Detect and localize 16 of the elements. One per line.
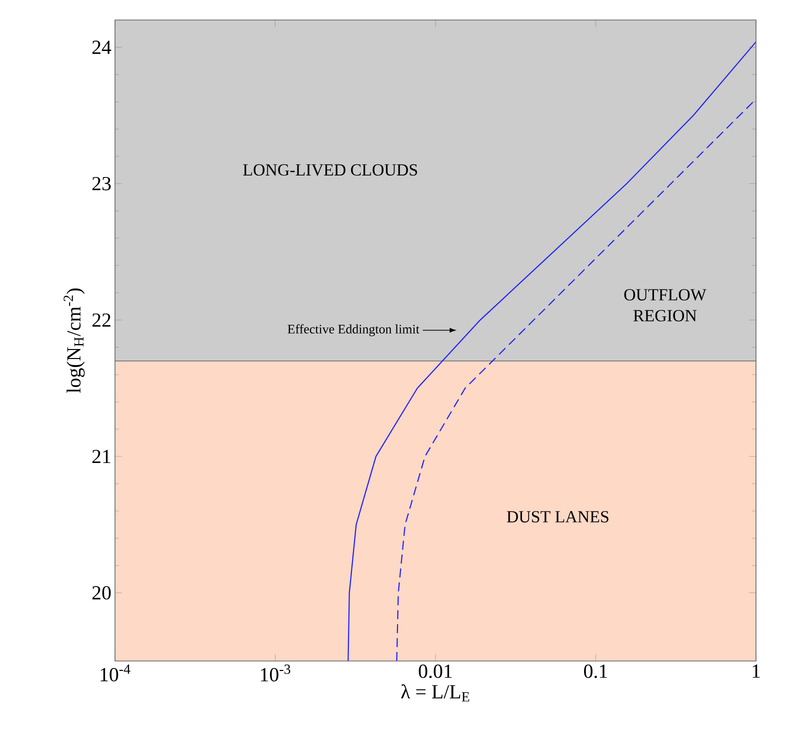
y-tick-label: 21 xyxy=(92,450,110,464)
x-tick-label: 1 xyxy=(752,664,760,678)
y-tick-label: 23 xyxy=(92,176,111,190)
x-tick-label: 0.1 xyxy=(584,664,608,678)
y-tick-label: 22 xyxy=(92,313,110,327)
band-label: DUST LANES xyxy=(506,511,608,522)
x-tick-label: 10$^{-3}$ xyxy=(260,664,290,682)
y-tick-label: 20 xyxy=(92,586,111,600)
annotation: Effective Eddington limit xyxy=(288,324,420,336)
x-axis-title: λ = L/L$_{E}$ xyxy=(401,684,470,702)
x-tick-label: 10$^{-4}$ xyxy=(100,664,130,682)
annotation: OUTFLOW REGION xyxy=(624,289,706,322)
x-tick-label: 0.01 xyxy=(418,664,452,678)
y-tick-label: 24 xyxy=(92,40,112,54)
y-axis-title: log(N$_{H}$/cm$^{-2}$) xyxy=(64,288,85,393)
band-label: LONG-LIVED CLOUDS xyxy=(243,164,418,176)
